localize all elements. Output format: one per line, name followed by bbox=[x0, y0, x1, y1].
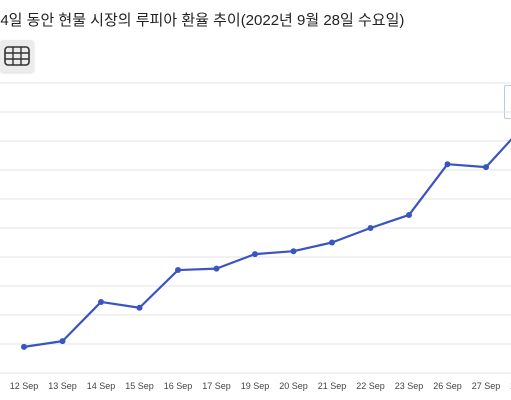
data-point[interactable] bbox=[21, 343, 27, 350]
tooltip-edge bbox=[504, 85, 511, 119]
table-icon bbox=[4, 46, 30, 66]
chart-title: 14일 동안 현물 시장의 루피아 환율 추이(2022년 9월 28일 수요일… bbox=[0, 12, 405, 29]
x-tick-label: 19 Sep bbox=[241, 381, 270, 391]
data-point[interactable] bbox=[213, 265, 220, 272]
x-tick-label: 23 Sep bbox=[395, 381, 424, 391]
data-points bbox=[21, 161, 489, 350]
table-view-button[interactable] bbox=[0, 40, 34, 72]
x-tick-label: 20 Sep bbox=[279, 381, 308, 391]
series-line bbox=[23, 138, 511, 348]
x-tick-label: 14 Sep bbox=[87, 381, 116, 391]
data-point[interactable] bbox=[290, 248, 297, 255]
x-axis-ticks: 12 Sep 13 Sep 14 Sep 15 Sep 16 Sep 17 Sep 19 S… bbox=[10, 381, 511, 391]
x-tick-label: 16 Sep bbox=[164, 381, 193, 391]
x-tick-label: 22 Sep bbox=[356, 381, 385, 391]
x-tick-label: 21 Sep bbox=[318, 381, 347, 391]
x-tick-label: 27 Sep bbox=[472, 381, 501, 391]
gridlines bbox=[0, 82, 511, 374]
x-tick-label: 13 Sep bbox=[48, 381, 77, 391]
x-tick-label: 26 Sep bbox=[433, 381, 462, 391]
data-point[interactable] bbox=[444, 161, 451, 168]
data-point[interactable] bbox=[98, 298, 104, 305]
data-point[interactable] bbox=[329, 239, 335, 246]
series-line-path bbox=[23, 138, 511, 348]
data-point[interactable] bbox=[59, 338, 66, 345]
x-tick-label: 15 Sep bbox=[125, 381, 154, 391]
x-tick-label: 12 Sep bbox=[10, 381, 39, 391]
x-tick-label: 17 Sep bbox=[202, 381, 231, 391]
data-point[interactable] bbox=[483, 164, 489, 171]
data-point[interactable] bbox=[136, 304, 143, 311]
data-point[interactable] bbox=[175, 267, 181, 274]
data-point[interactable] bbox=[252, 251, 258, 258]
data-point[interactable] bbox=[406, 211, 412, 218]
data-point[interactable] bbox=[367, 225, 374, 231]
